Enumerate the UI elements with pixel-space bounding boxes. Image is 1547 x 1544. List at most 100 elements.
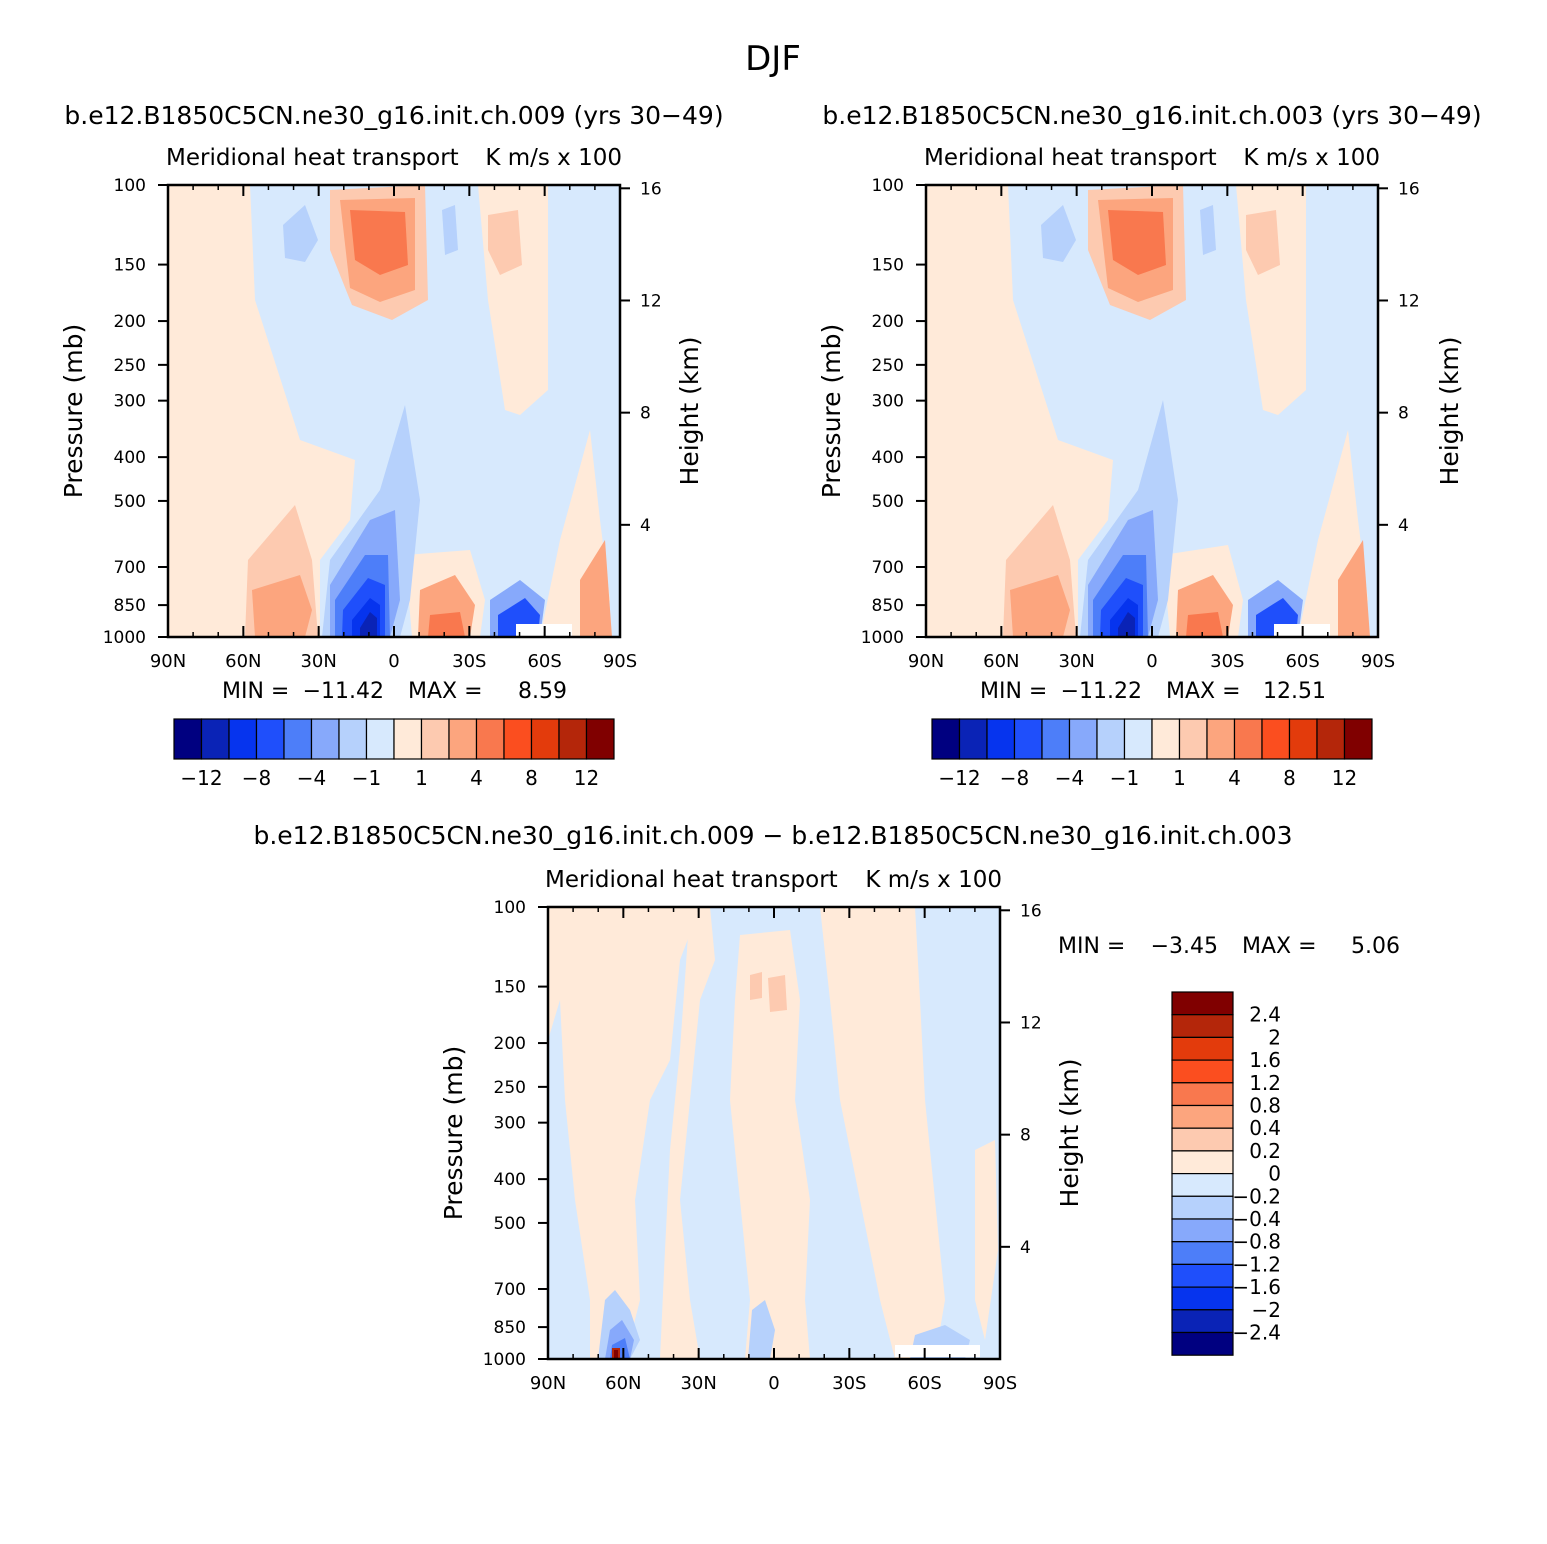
panel-3-y2label: Height (km) bbox=[1055, 1059, 1084, 1208]
x-tick-label: 90N bbox=[150, 651, 186, 672]
colorbar-swatch bbox=[503, 718, 533, 760]
panel-3-positive-region bbox=[660, 907, 715, 1359]
y-tick-label: 700 bbox=[494, 1280, 526, 1300]
colorbar-label: −1 bbox=[352, 766, 381, 790]
colorbar-swatch bbox=[338, 718, 368, 760]
panel-2-min-value: −11.22 bbox=[1061, 679, 1142, 704]
x-tick-label: 60N bbox=[605, 1373, 641, 1394]
panel-2-positive-region bbox=[1338, 540, 1370, 637]
panel-2-max-value: 12.51 bbox=[1263, 679, 1326, 704]
colorbar-swatch bbox=[1178, 718, 1208, 760]
colorbar-swatch bbox=[1171, 1241, 1234, 1265]
x-tick-label: 30N bbox=[680, 1373, 716, 1394]
y2-tick-label: 4 bbox=[640, 516, 651, 536]
x-tick-label: 90S bbox=[1361, 651, 1395, 672]
y-tick-label: 400 bbox=[872, 448, 904, 468]
x-tick-label: 30S bbox=[452, 651, 486, 672]
y-tick-label: 300 bbox=[872, 392, 904, 412]
y2-tick-label: 4 bbox=[1020, 1238, 1031, 1258]
colorbar-swatch bbox=[255, 718, 285, 760]
panel-1-max-value: 8.59 bbox=[518, 679, 567, 704]
colorbar-label: 2 bbox=[1268, 1025, 1281, 1049]
colorbar-label: 0.8 bbox=[1249, 1094, 1281, 1118]
colorbar-swatch bbox=[1171, 1082, 1234, 1107]
x-tick-label: 90S bbox=[983, 1373, 1017, 1394]
colorbar-swatch bbox=[1261, 718, 1291, 760]
colorbar-swatch bbox=[1171, 1127, 1234, 1152]
panel-3-positive-extreme bbox=[614, 1350, 618, 1359]
colorbar-swatch bbox=[1171, 1263, 1234, 1288]
colorbar-swatch bbox=[1171, 1059, 1234, 1084]
y2-tick-label: 16 bbox=[640, 179, 662, 199]
colorbar-label: −0.8 bbox=[1232, 1230, 1281, 1254]
panel-3: b.e12.B1850C5CN.ne30_g16.init.ch.009 − b… bbox=[253, 821, 1400, 1394]
panel-1-min-value: −11.42 bbox=[303, 679, 384, 704]
colorbar-label: 1.6 bbox=[1249, 1048, 1281, 1072]
panel-2-colorbar: −12 −8 −4 −1 1 4 8 12 bbox=[931, 718, 1373, 790]
colorbar-swatch bbox=[1233, 718, 1263, 760]
colorbar-label: 1.2 bbox=[1249, 1071, 1281, 1095]
y-tick-label: 100 bbox=[872, 176, 904, 196]
x-tick-label: 60S bbox=[1285, 651, 1319, 672]
colorbar-swatch bbox=[1171, 1150, 1234, 1175]
colorbar-label: −2.4 bbox=[1232, 1321, 1281, 1345]
panel-3-missing-data bbox=[895, 1345, 980, 1357]
colorbar-label: 0.4 bbox=[1249, 1116, 1281, 1140]
panel-1-subtitle-left: Meridional heat transport bbox=[166, 145, 459, 171]
x-tick-label: 30N bbox=[1058, 651, 1094, 672]
panel-2-max-label: MAX = bbox=[1166, 679, 1241, 704]
y-tick-label: 200 bbox=[872, 312, 904, 332]
panel-1-min-label: MIN = bbox=[222, 679, 289, 704]
panel-1-positive-region bbox=[168, 185, 355, 637]
panel-3-positive-region bbox=[750, 972, 762, 1000]
panel-1-negative-region bbox=[360, 612, 377, 637]
colorbar-label: 2.4 bbox=[1249, 1003, 1281, 1027]
colorbar-swatch bbox=[1171, 1104, 1234, 1129]
colorbar-swatch bbox=[475, 718, 505, 760]
x-tick-label: 60N bbox=[983, 651, 1019, 672]
y-tick-label: 1000 bbox=[861, 628, 904, 648]
colorbar-swatch bbox=[1151, 718, 1181, 760]
colorbar-swatch bbox=[228, 718, 258, 760]
y2-tick-label: 8 bbox=[1020, 1126, 1031, 1146]
colorbar-label: 4 bbox=[470, 766, 483, 790]
panel-1-positive-region bbox=[428, 612, 465, 637]
colorbar-label: −12 bbox=[938, 766, 980, 790]
panel-2-y2label: Height (km) bbox=[1435, 337, 1464, 486]
colorbar-swatch bbox=[310, 718, 340, 760]
x-tick-label: 90N bbox=[908, 651, 944, 672]
panel-2-positive-region bbox=[1246, 210, 1280, 275]
panel-3-positive-region bbox=[768, 975, 787, 1012]
y-tick-label: 200 bbox=[114, 312, 146, 332]
y2-tick-label: 12 bbox=[640, 291, 662, 311]
colorbar-swatch bbox=[420, 718, 450, 760]
y-tick-label: 1000 bbox=[103, 628, 146, 648]
panel-3-axes: 90N 60N 30N 0 30S 60S 90S 100 150 200 250 300 400 500… bbox=[483, 898, 1042, 1394]
panel-1: b.e12.B1850C5CN.ne30_g16.init.ch.009 (yr… bbox=[59, 101, 724, 790]
y2-tick-label: 8 bbox=[640, 404, 651, 424]
colorbar-swatch bbox=[1171, 991, 1234, 1016]
panel-1-negative-region bbox=[442, 205, 458, 255]
y-tick-label: 700 bbox=[872, 558, 904, 578]
panel-3-positive-region bbox=[975, 1140, 998, 1340]
colorbar-swatch bbox=[1171, 1218, 1234, 1243]
y2-tick-label: 4 bbox=[1398, 516, 1409, 536]
colorbar-swatch bbox=[448, 718, 478, 760]
x-tick-label: 30N bbox=[300, 651, 336, 672]
panel-1-contour-field bbox=[168, 185, 620, 637]
y-tick-label: 250 bbox=[494, 1078, 526, 1098]
y2-tick-label: 12 bbox=[1020, 1013, 1042, 1033]
colorbar-swatch bbox=[1041, 718, 1071, 760]
panel-2-subtitle-right: K m/s x 100 bbox=[1243, 145, 1380, 171]
panel-3-ylabel: Pressure (mb) bbox=[439, 1046, 468, 1220]
panel-2-positive-region bbox=[1186, 612, 1223, 637]
colorbar-label: 8 bbox=[525, 766, 538, 790]
colorbar-swatch bbox=[530, 718, 560, 760]
colorbar-swatch bbox=[283, 718, 313, 760]
colorbar-swatch bbox=[365, 718, 395, 760]
colorbar-swatch bbox=[931, 718, 961, 760]
x-tick-label: 30S bbox=[832, 1373, 866, 1394]
y-tick-label: 1000 bbox=[483, 1350, 526, 1370]
y-tick-label: 850 bbox=[872, 596, 904, 616]
